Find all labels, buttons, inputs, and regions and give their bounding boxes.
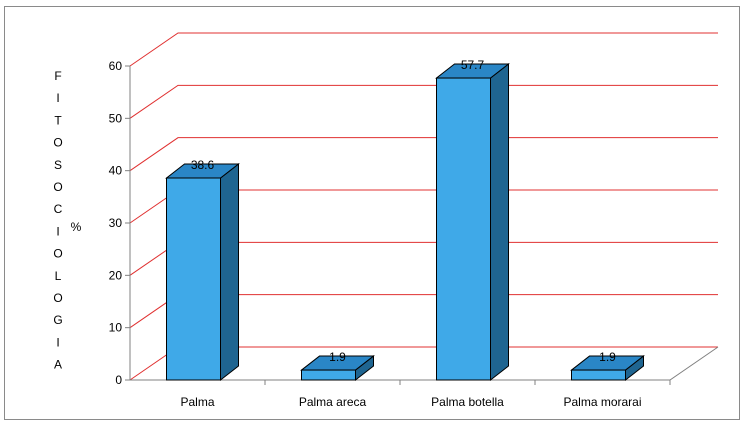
chart-frame (4, 6, 740, 420)
y-axis-label-letter: O (53, 136, 62, 150)
y-tick-label: 50 (109, 111, 123, 125)
y-axis-label-letter: O (53, 180, 62, 194)
y-axis-label-letter: A (54, 358, 62, 372)
data-label: 57.7 (461, 58, 485, 72)
y-tick-label: 30 (109, 216, 123, 230)
bar (166, 177, 221, 381)
gridline (129, 84, 718, 119)
bar-side (220, 162, 239, 382)
x-tick-label: Palma (180, 395, 214, 409)
y-tick-label: 10 (109, 321, 123, 335)
y-axis-label-letter: O (53, 247, 62, 261)
bar (436, 77, 491, 381)
bar (571, 369, 626, 381)
data-label: 38.6 (191, 158, 215, 172)
y-axis-label-letter: S (54, 158, 62, 172)
gridlines (129, 32, 718, 381)
x-tick-label: Palma areca (299, 395, 367, 409)
gridline (129, 137, 718, 172)
bar-side (490, 63, 509, 382)
y-axis-label-letter: I (56, 224, 59, 238)
data-label: 1.9 (599, 350, 616, 364)
bars (165, 63, 645, 382)
y-tick-label: 20 (109, 268, 123, 282)
gridline (129, 32, 718, 67)
y-axis-label-letter: C (54, 202, 63, 216)
y-axis-label-letter: L (55, 269, 62, 283)
y-tick-label: 0 (115, 373, 122, 387)
bar (301, 369, 356, 381)
x-tick-label: Palma botella (431, 395, 504, 409)
y-tick-label: 40 (109, 164, 123, 178)
x-tick-label: Palma morarai (563, 395, 641, 409)
y-axis-label-letter: I (56, 335, 59, 349)
y-axis-label-letter: G (53, 313, 62, 327)
unit-label: % (71, 220, 82, 234)
y-axis-label-letter: F (54, 69, 61, 83)
y-tick-label: 60 (109, 59, 123, 73)
y-axis-label-letter: T (54, 113, 62, 127)
data-label: 1.9 (329, 350, 346, 364)
y-axis-label-letter: I (56, 91, 59, 105)
labels: % 0 10 20 30 40 50 60 38.6 Palma 1.9 Palma areca 57… (53, 58, 641, 409)
y-axis-label-letter: O (53, 291, 62, 305)
